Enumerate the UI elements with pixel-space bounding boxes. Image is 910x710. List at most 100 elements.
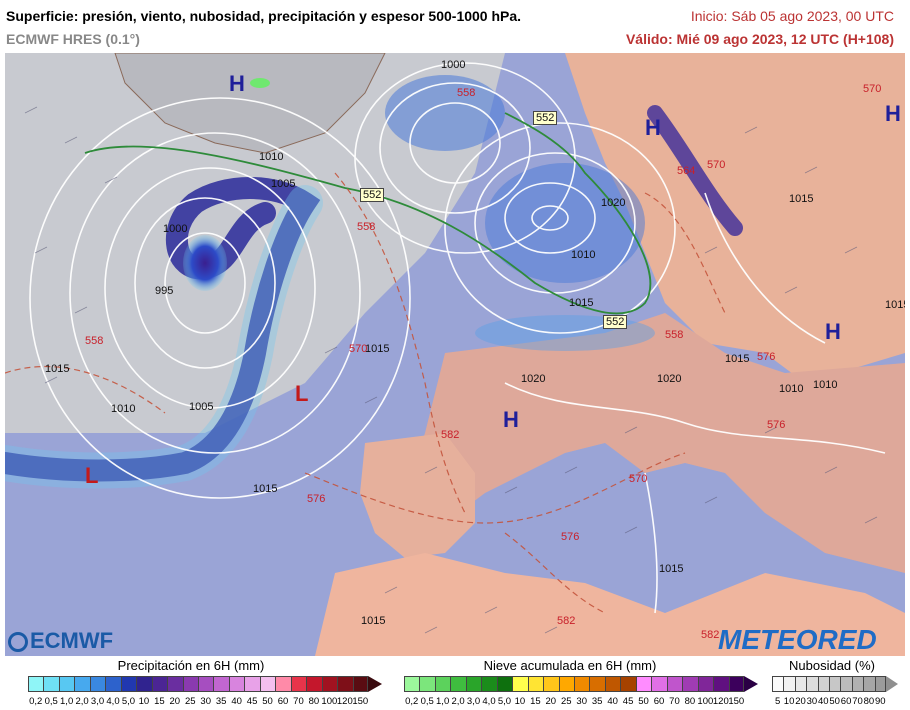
weather-map[interactable]: 1000 1005 1010 1015 1020 1010 995 1000 1… <box>5 53 905 656</box>
pressure-label: 1000 <box>441 59 466 71</box>
precip-legend-tick: 5,0 <box>121 696 136 707</box>
snow-legend-tick: 0,2 <box>405 696 419 707</box>
cloud-legend-tick: 70 <box>852 696 863 707</box>
precip-legend-swatch <box>167 676 183 692</box>
snow-color-bar <box>404 676 744 692</box>
snow-legend-swatch <box>589 676 605 692</box>
valid-time: Válido: Mié 09 ago 2023, 12 UTC (H+108) <box>625 31 894 47</box>
precip-legend-arrow <box>368 676 382 692</box>
snow-legend-swatch <box>713 676 729 692</box>
ecmwf-logo-icon <box>8 632 28 653</box>
cloud-legend-swatch <box>783 676 795 692</box>
precip-legend-tick: 40 <box>231 696 242 707</box>
cloud-legend-swatch <box>851 676 864 692</box>
snow-legend-tick: 35 <box>591 696 603 707</box>
thickness-552-contour <box>84 112 652 315</box>
cloud-legend-tick: 5 <box>775 696 781 707</box>
snow-legend-swatch <box>573 676 590 692</box>
europe-land <box>405 313 905 573</box>
precip-legend-swatch <box>120 676 137 692</box>
precip-legend-swatch <box>213 676 229 692</box>
cloud-legend-tick: 80 <box>863 696 875 707</box>
snow-spot <box>250 78 270 88</box>
snow-legend-swatch <box>404 676 420 692</box>
north-low-precip <box>385 75 505 151</box>
pressure-label: 1015 <box>789 193 814 205</box>
snow-legend-tick: 80 <box>684 696 696 707</box>
cloud-legend-swatch <box>874 676 886 692</box>
precip-legend-swatch <box>74 676 90 692</box>
snow-legend-swatch <box>620 676 636 692</box>
thickness-box-label: 552 <box>533 111 558 125</box>
snow-legend-swatch <box>635 676 652 692</box>
pressure-label: 1020 <box>601 197 626 209</box>
snow-legend-tick: 25 <box>560 696 572 707</box>
precip-legend-tick: 3,0 <box>90 696 105 707</box>
pressure-label: 1015 <box>885 299 905 311</box>
pressure-label: 1005 <box>271 178 296 190</box>
thickness-label: 570 <box>349 343 368 355</box>
thickness-contours <box>5 172 726 614</box>
init-time: Inicio: Sáb 05 ago 2023, 00 UTC <box>690 8 894 24</box>
cloud-legend-tick: 40 <box>818 696 829 707</box>
precip-legend-swatch <box>259 676 276 692</box>
cloud-legend-swatch <box>794 676 807 692</box>
snow-legend-tick: 40 <box>607 696 618 707</box>
snow-legend-tick: 3,0 <box>466 696 481 707</box>
precip-legend-title: Precipitación en 6H (mm) <box>117 658 265 673</box>
thickness-label: 570 <box>863 83 882 95</box>
thickness-label: 570 <box>629 473 648 485</box>
precip-legend-tick: 0,5 <box>44 696 58 707</box>
cloud-legend-tick: 10 <box>783 696 795 707</box>
precip-legend: Precipitación en 6H (mm) 0,2 0,5 1,0 2,0 3,0… <box>28 658 384 710</box>
precip-color-bar <box>28 676 368 692</box>
snow-legend-tick: 30 <box>576 696 588 707</box>
snow-legend-tick: 150 <box>728 696 745 707</box>
isobars <box>29 62 886 614</box>
cloud-legend-swatch <box>772 676 784 692</box>
cloud-legend-tick: 30 <box>806 696 818 707</box>
snow-legend-tick: 15 <box>530 696 541 707</box>
pressure-label: 1020 <box>521 373 546 385</box>
pressure-label: 1015 <box>365 343 390 355</box>
pressure-label: 1010 <box>111 403 136 415</box>
high-pressure-marker: H <box>825 319 841 344</box>
snow-legend-tick: 20 <box>545 696 557 707</box>
thickness-label: 558 <box>357 221 376 233</box>
precip-legend-tick: 25 <box>184 696 196 707</box>
mediterranean-sea <box>445 503 765 603</box>
precip-ticks: 0,2 0,5 1,0 2,0 3,0 4,0 5,0 10 15 20 25 30 35 40 45 50 6… <box>28 696 368 708</box>
precip-legend-tick: 35 <box>215 696 227 707</box>
precip-legend-swatch <box>337 676 353 692</box>
cloud-legend-title: Nubosidad (%) <box>789 658 875 673</box>
precip-legend-swatch <box>89 676 106 692</box>
map-title: Superficie: presión, viento, nubosidad, … <box>6 8 522 24</box>
precip-legend-tick: 20 <box>169 696 181 707</box>
cloud-color-bar <box>772 676 886 692</box>
snow-legend-title: Nieve acumulada en 6H (mm) <box>483 658 657 673</box>
snow-ticks: 0,2 0,5 1,0 2,0 3,0 4,0 5,0 10 15 20 25 30 35 40 45 50 6… <box>404 696 744 708</box>
thickness-box-label: 552 <box>603 315 628 329</box>
thickness-label: 576 <box>561 531 580 543</box>
precip-legend-swatch <box>244 676 260 692</box>
snow-legend-tick: 4,0 <box>482 696 496 707</box>
cloud-legend-tick: 60 <box>840 696 852 707</box>
snow-legend-tick: 45 <box>622 696 634 707</box>
precip-legend-swatch <box>105 676 121 692</box>
wind-barbs <box>24 106 878 634</box>
low-pressure-marker: L <box>295 381 309 406</box>
cloud-legend-swatch <box>863 676 875 692</box>
cloud-legend: Nubosidad (%) 5 10 20 30 40 50 60 70 80 90 <box>772 658 906 710</box>
pressure-label: 1020 <box>657 373 682 385</box>
snow-legend-tick: 100 <box>697 696 714 707</box>
thickness-box-label: 552 <box>360 188 385 202</box>
africa-land <box>315 553 905 656</box>
snow-legend-swatch <box>728 676 744 692</box>
pressure-label: 1015 <box>45 363 70 375</box>
precip-legend-tick: 4,0 <box>106 696 120 707</box>
precip-legend-tick: 120 <box>336 696 353 707</box>
precip-legend-swatch <box>43 676 59 692</box>
precip-legend-tick: 150 <box>352 696 369 707</box>
high-pressure-marker: H <box>229 71 245 96</box>
thickness-label: 582 <box>701 629 720 641</box>
